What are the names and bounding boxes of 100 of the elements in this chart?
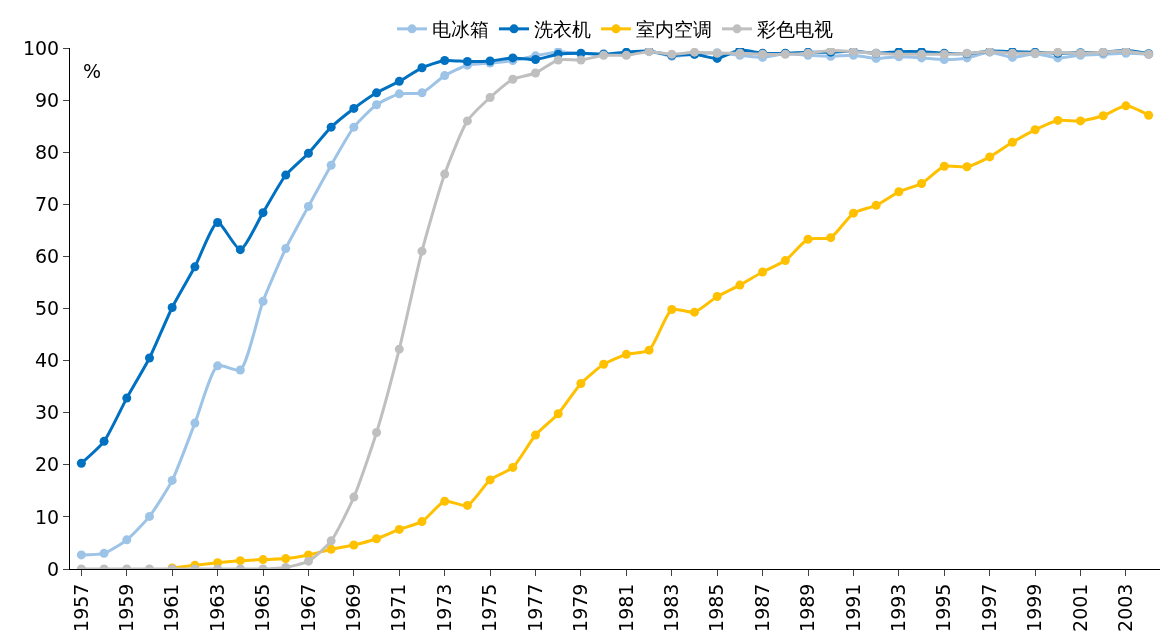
point	[349, 103, 359, 113]
point	[689, 307, 699, 317]
point	[326, 544, 336, 554]
y-tick-label: 100	[22, 36, 60, 59]
point	[576, 55, 586, 65]
point	[417, 63, 427, 73]
point	[553, 409, 563, 419]
point	[531, 430, 541, 440]
point	[1076, 116, 1086, 126]
point	[417, 246, 427, 256]
point	[213, 218, 223, 228]
y-tick-label: 60	[35, 245, 60, 268]
x-tick-label: 1979	[569, 583, 592, 632]
point	[712, 292, 722, 302]
point	[372, 88, 382, 98]
x-tick-label: 1977	[523, 583, 546, 632]
x-tick-label: 1961	[160, 583, 183, 632]
point	[349, 122, 359, 132]
x-tick-label: 1993	[887, 583, 910, 632]
point	[235, 556, 245, 566]
point	[985, 152, 995, 162]
point	[372, 534, 382, 544]
x-tick-label: 1989	[796, 583, 819, 632]
point	[1007, 137, 1017, 147]
point	[281, 170, 291, 180]
x-tick-label: 1959	[114, 583, 137, 632]
point	[644, 345, 654, 355]
point	[667, 305, 677, 315]
point	[394, 89, 404, 99]
point	[122, 393, 132, 403]
legend-label: 室内空调	[636, 18, 712, 41]
point	[99, 436, 109, 446]
point	[326, 122, 336, 132]
point	[462, 116, 472, 126]
point	[440, 169, 450, 179]
point	[803, 234, 813, 244]
point	[440, 496, 450, 506]
point	[167, 475, 177, 485]
x-tick-label: 2001	[1068, 583, 1091, 632]
point	[394, 344, 404, 354]
point	[621, 349, 631, 359]
point	[349, 540, 359, 550]
x-tick-label: 1987	[750, 583, 773, 632]
y-tick-label: 70	[35, 192, 60, 215]
y-tick-label: 50	[35, 297, 60, 320]
point	[939, 161, 949, 171]
point	[848, 208, 858, 218]
point	[508, 74, 518, 84]
point	[281, 554, 291, 564]
legend-label: 洗衣机	[534, 18, 591, 41]
point	[962, 162, 972, 172]
point	[871, 200, 881, 210]
point	[190, 262, 200, 272]
point	[99, 548, 109, 558]
x-tick-label: 1999	[1023, 583, 1046, 632]
point	[735, 280, 745, 290]
point	[326, 160, 336, 170]
x-tick-label: 1985	[705, 583, 728, 632]
point	[122, 535, 132, 545]
point	[213, 361, 223, 371]
y-tick-label: 10	[35, 505, 60, 528]
point	[440, 71, 450, 81]
point	[258, 296, 268, 306]
point	[303, 556, 313, 566]
point	[144, 353, 154, 363]
y-tick-label: 80	[35, 140, 60, 163]
point	[758, 267, 768, 277]
point	[281, 562, 291, 569]
point	[462, 500, 472, 510]
point	[281, 244, 291, 254]
legend-label: 电冰箱	[432, 18, 489, 41]
x-tick-label: 1969	[342, 583, 365, 632]
point	[394, 524, 404, 534]
point	[76, 550, 86, 560]
point	[1098, 111, 1108, 121]
point	[894, 187, 904, 197]
x-tick-label: 2003	[1114, 583, 1137, 632]
point	[326, 536, 336, 546]
point	[167, 302, 177, 312]
point	[372, 428, 382, 437]
x-tick-label: 1995	[932, 583, 955, 632]
y-tick-label: 0	[47, 557, 60, 580]
point	[485, 93, 495, 102]
x-tick-label: 1971	[387, 583, 410, 632]
point	[485, 475, 495, 485]
point	[303, 201, 313, 211]
x-tick-label: 1975	[478, 583, 501, 632]
x-tick-label: 1963	[205, 583, 228, 632]
point	[417, 88, 427, 98]
point	[508, 462, 518, 472]
point	[349, 492, 359, 502]
x-tick-label: 1983	[659, 583, 682, 632]
point	[303, 148, 313, 158]
y-tick-label: 90	[35, 88, 60, 111]
point	[1030, 125, 1040, 135]
point	[440, 56, 450, 65]
point	[258, 208, 268, 218]
point	[372, 100, 382, 110]
point	[76, 458, 86, 468]
point	[235, 365, 245, 375]
